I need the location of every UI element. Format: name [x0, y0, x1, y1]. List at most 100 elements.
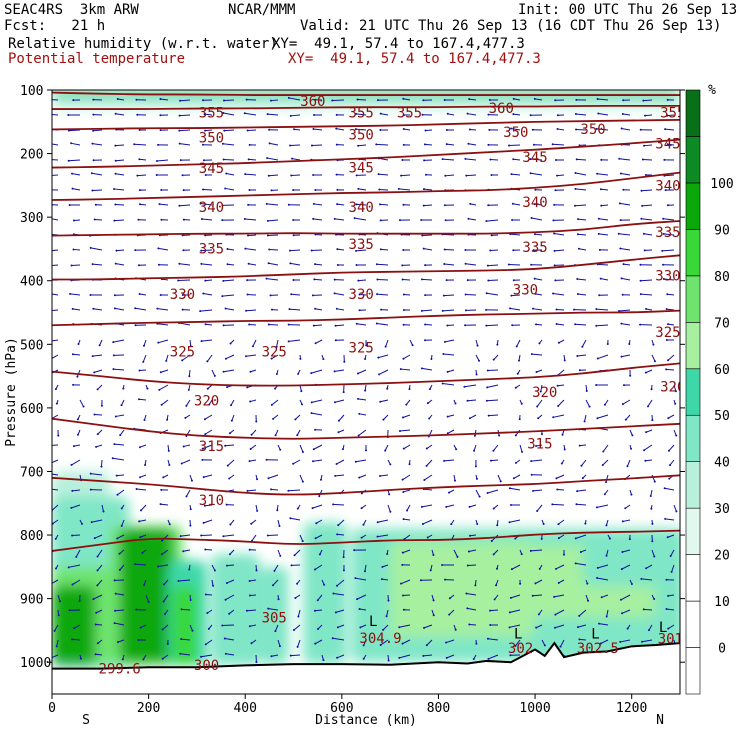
wind-vector-head [509, 503, 512, 506]
wind-vector-head [336, 248, 339, 251]
wind-vector [671, 564, 675, 573]
wind-vector [453, 549, 458, 558]
wind-vector [183, 549, 191, 552]
wind-vector [205, 323, 213, 326]
wind-vector [488, 654, 499, 660]
wind-vector-head [448, 491, 451, 494]
wind-vector-head [520, 402, 523, 405]
wind-vector [487, 638, 499, 641]
colorbar-label: 70 [714, 316, 730, 331]
wind-vector [312, 459, 323, 462]
wind-vector-head [159, 129, 162, 132]
wind-vector-head [653, 598, 656, 601]
wind-vector-head [405, 403, 408, 406]
wind-vector-head [465, 309, 468, 312]
wind-vector-head [222, 324, 225, 327]
wind-vector-head [224, 598, 227, 601]
low-marker: L [369, 614, 377, 630]
wind-vector [52, 504, 59, 511]
colorbar-swatch [685, 414, 701, 462]
wind-vector [269, 248, 279, 251]
wind-vector-head [478, 359, 481, 362]
wind-vector [469, 623, 477, 626]
wind-vector [577, 278, 587, 281]
wind-vector [92, 354, 103, 357]
wind-vector [72, 353, 81, 356]
contour-label: 335 [199, 241, 224, 257]
wind-vector-head [585, 389, 588, 392]
wind-vector-head [377, 356, 380, 359]
wind-vector-head [487, 657, 490, 660]
wind-vector-head [512, 158, 515, 161]
wind-vector-head [485, 324, 488, 327]
wind-vector-head [552, 416, 555, 419]
wind-vector-head [599, 642, 602, 645]
wind-vector-head [445, 143, 448, 146]
wind-vector-head [624, 418, 627, 421]
wind-vector-head [270, 99, 273, 102]
wind-vector-head [67, 159, 70, 162]
wind-vector-head [426, 402, 429, 405]
wind-vector-head [116, 537, 119, 540]
wind-vector-head [358, 309, 361, 312]
wind-vector [511, 128, 521, 131]
wind-vector-head [649, 495, 652, 498]
init-time: Init: 00 UTC Thu 26 Sep 13 [518, 2, 738, 18]
y-tick-label: 600 [20, 402, 43, 417]
wind-vector [509, 609, 521, 613]
wind-vector-head [202, 188, 205, 191]
wind-vector-head [249, 370, 252, 373]
wind-vector-head [364, 357, 367, 360]
wind-vector-head [267, 323, 270, 326]
wind-vector [336, 308, 345, 311]
wind-vector-head [159, 98, 162, 101]
contour-label: 300 [194, 658, 219, 674]
wind-vector-head [530, 217, 533, 220]
wind-vector [119, 429, 125, 436]
wind-vector-head [289, 249, 292, 252]
wind-vector-head [287, 489, 290, 492]
wind-vector-head [247, 262, 250, 265]
wind-vector-head [140, 509, 143, 512]
wind-vector-head [603, 403, 606, 406]
wind-vector-head [422, 654, 425, 657]
wind-vector-head [375, 322, 378, 325]
wind-vector [560, 639, 565, 647]
wind-vector-head [468, 128, 471, 131]
wind-vector-head [76, 375, 79, 378]
wind-vector-head [203, 113, 206, 116]
wind-vector [112, 457, 125, 461]
wind-vector-head [159, 293, 162, 296]
wind-vector-head [247, 203, 250, 206]
wind-vector-head [343, 360, 346, 363]
wind-vector [487, 264, 499, 267]
wind-vector [640, 279, 653, 282]
wind-vector-head [134, 324, 137, 327]
wind-vector-head [336, 656, 339, 659]
wind-vector-head [206, 360, 209, 363]
wind-vector [534, 98, 543, 101]
wind-vector [114, 188, 125, 191]
contour-label: 335 [522, 240, 547, 256]
wind-vector-head [467, 550, 470, 553]
theta-contour-345 [52, 138, 680, 169]
wind-vector [553, 232, 565, 236]
wind-vector-head [445, 641, 448, 644]
wind-vector [94, 534, 103, 539]
wind-vector [115, 263, 125, 266]
wind-vector [294, 549, 301, 556]
wind-vector [96, 609, 103, 614]
wind-vector [532, 308, 543, 311]
wind-vector-head [204, 548, 207, 551]
wind-vector [311, 412, 323, 416]
wind-vector [313, 324, 323, 327]
wind-vector-head [357, 187, 360, 190]
wind-vector [100, 459, 103, 467]
wind-vector-head [256, 509, 259, 512]
wind-vector [203, 188, 213, 191]
wind-vector-head [116, 493, 119, 496]
wind-vector-head [598, 622, 601, 625]
wind-vector-head [159, 114, 162, 117]
wind-vector-head [608, 537, 611, 540]
